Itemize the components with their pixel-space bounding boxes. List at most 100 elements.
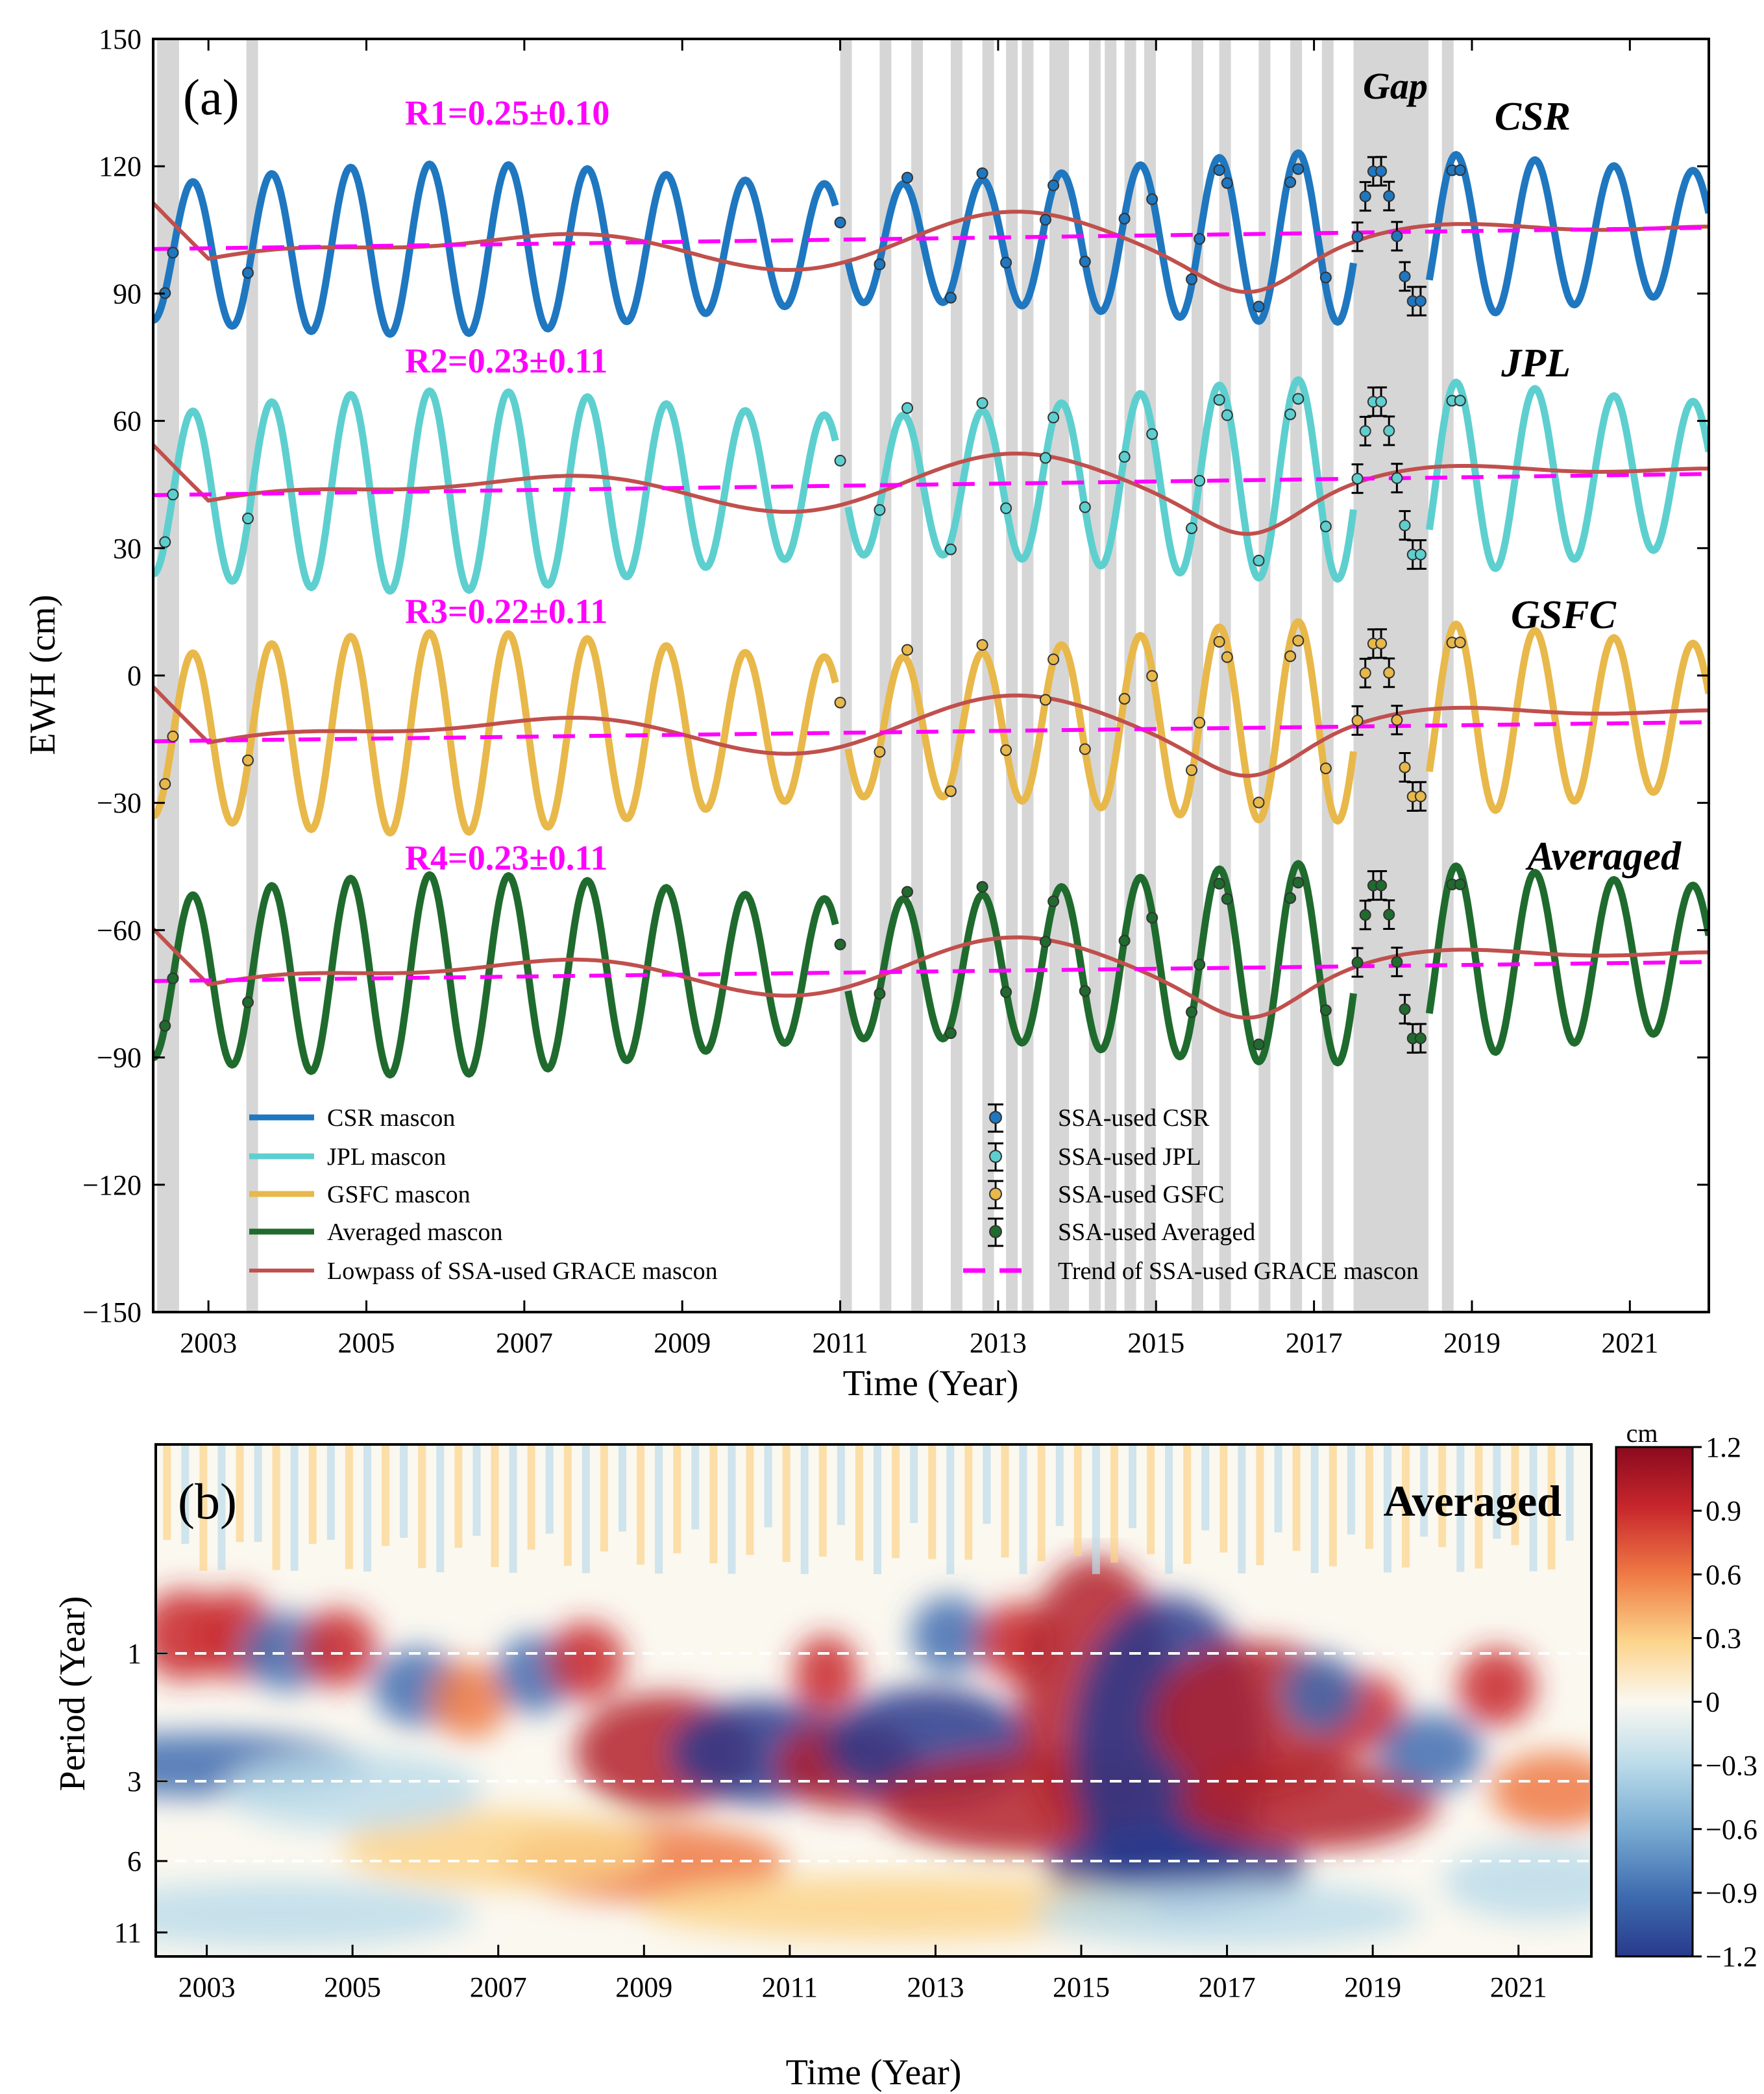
series-label-csr: CSR: [1495, 95, 1571, 139]
csr-ssa-point: [1383, 180, 1395, 212]
averaged-ssa-point: [1284, 892, 1297, 905]
y-tick-label: −150: [82, 1297, 141, 1328]
averaged-ssa-point: [1375, 870, 1388, 901]
panel-b-label: (b): [178, 1473, 237, 1529]
jpl-ssa-point: [901, 402, 913, 414]
panel-b-frame: [154, 1443, 1593, 1958]
gsfc-mascon-line: [153, 618, 1709, 837]
gsfc-ssa-point: [901, 644, 913, 656]
x-tick-label: 2005: [324, 1971, 381, 2003]
y-tick-label: 90: [113, 278, 141, 310]
colorbar: [1615, 1446, 1694, 1958]
csr-ssa-point: [1221, 177, 1233, 189]
gsfc-ssa-point: [1047, 653, 1060, 666]
x-tick-label: 2021: [1490, 1971, 1547, 2003]
gap-band: [1088, 39, 1101, 1312]
legend-csr: CSR mascon: [327, 1104, 455, 1132]
gsfc-ssa-point: [1351, 705, 1364, 736]
csr-ssa-point: [1446, 164, 1458, 177]
averaged-ssa-point: [1399, 993, 1411, 1025]
gsfc-ssa-point: [1383, 657, 1395, 688]
wavelet-heatmap: [156, 1444, 1591, 1956]
gsfc-trend-line: [153, 720, 1709, 744]
x-tick-label: 2011: [812, 1327, 868, 1359]
averaged-ssa-point: [242, 996, 254, 1008]
jpl-ssa-point: [1079, 501, 1091, 513]
gap-band: [1441, 39, 1454, 1312]
gap-band: [1321, 39, 1334, 1312]
csr-ssa-point: [1292, 163, 1305, 175]
x-tick-label: 2003: [178, 1971, 236, 2003]
jpl-ssa-point: [1414, 539, 1427, 570]
averaged-mascon-line: [153, 860, 1709, 1078]
jpl-ssa-point: [874, 504, 886, 516]
x-tick-label: 2009: [654, 1327, 711, 1359]
gsfc-ssa-point: [1146, 670, 1158, 682]
averaged-ssa-point: [1194, 958, 1206, 971]
panel-b: 2003 2005 2007 2009 2011 2013 2015 2017 2019 2021…: [53, 1418, 1758, 2093]
csr-ssa-point: [834, 216, 846, 228]
gap-label: Gap: [1363, 65, 1428, 107]
colorbar-unit: cm: [1626, 1418, 1658, 1448]
jpl-ssa-point: [1446, 395, 1458, 407]
jpl-ssa-point: [1213, 394, 1225, 406]
y-tick-label: −90: [97, 1042, 141, 1074]
x-tick-label: 2015: [1127, 1327, 1184, 1359]
gsfc-ssa-point: [976, 639, 988, 651]
jpl-ssa-point: [167, 489, 179, 501]
colorbar-tick-label: −0.3: [1706, 1750, 1758, 1782]
panel-a-xlabel: Time (Year): [843, 1363, 1019, 1404]
csr-ssa-point: [1454, 164, 1466, 177]
averaged-ssa-point: [1118, 934, 1131, 947]
panel-b-title: Averaged: [1384, 1476, 1562, 1526]
averaged-ssa-point: [1079, 985, 1091, 997]
gsfc-ssa-point: [1253, 796, 1265, 809]
csr-ssa-point: [1284, 176, 1297, 188]
averaged-ssa-point: [1221, 893, 1233, 905]
jpl-ssa-point: [242, 512, 254, 524]
x-tick-label: 2019: [1344, 1971, 1401, 2003]
csr-ssa-point: [1118, 213, 1131, 225]
gsfc-ssa-point: [1375, 628, 1388, 659]
jpl-ssa-point: [1039, 452, 1051, 464]
x-tick-label: 2019: [1443, 1327, 1501, 1359]
jpl-ssa-point: [1047, 411, 1060, 424]
y-tick-label: 0: [127, 660, 141, 692]
averaged-ssa-point: [834, 938, 846, 951]
legend-ssa-gsfc: SSA-used GSFC: [1058, 1181, 1225, 1208]
csr-ssa-point: [1253, 300, 1265, 313]
jpl-ssa-point: [1253, 554, 1265, 566]
averaged-ssa-point: [976, 881, 988, 893]
csr-ssa-point: [944, 291, 957, 304]
gap-band: [911, 39, 924, 1312]
jpl-ssa-point: [1399, 510, 1411, 541]
y-tick-label: −120: [82, 1169, 141, 1201]
colorbar-tick-label: 0.9: [1706, 1495, 1741, 1527]
jpl-ssa-point: [1292, 393, 1305, 405]
y-tick-label: 3: [127, 1766, 141, 1797]
averaged-ssa-point: [1292, 877, 1305, 889]
panel-b-ticks: 2003 2005 2007 2009 2011 2013 2015 2017 2019 2021…: [114, 1638, 1547, 2003]
gsfc-ssa-point: [167, 730, 179, 742]
csr-ssa-point: [1047, 179, 1060, 191]
averaged-ssa-point: [1253, 1038, 1265, 1051]
gap-band: [840, 39, 852, 1312]
averaged-ssa-point: [159, 1019, 171, 1032]
jpl-ssa-point: [1351, 463, 1364, 494]
legend: CSR mascon JPL mascon GSFC mascon Averag…: [249, 1103, 1419, 1285]
gsfc-ssa-point: [1221, 651, 1233, 663]
legend-ssa-jpl: SSA-used JPL: [1058, 1143, 1201, 1171]
averaged-ssa-point: [167, 972, 179, 984]
x-tick-label: 2021: [1601, 1327, 1658, 1359]
gsfc-ssa-point: [1194, 716, 1206, 729]
series-label-averaged: Averaged: [1525, 834, 1682, 879]
gap-bands: [157, 39, 1454, 1312]
jpl-ssa-point: [1000, 502, 1012, 515]
averaged-ssa-point: [1000, 986, 1012, 998]
averaged-ssa-point: [1454, 878, 1466, 890]
averaged-ssa-point: [1391, 946, 1403, 977]
jpl-ssa-point: [1118, 451, 1131, 463]
gsfc-ssa-point: [1406, 781, 1419, 812]
y-tick-label: 120: [99, 151, 141, 182]
gsfc-ssa-point: [1391, 705, 1403, 736]
